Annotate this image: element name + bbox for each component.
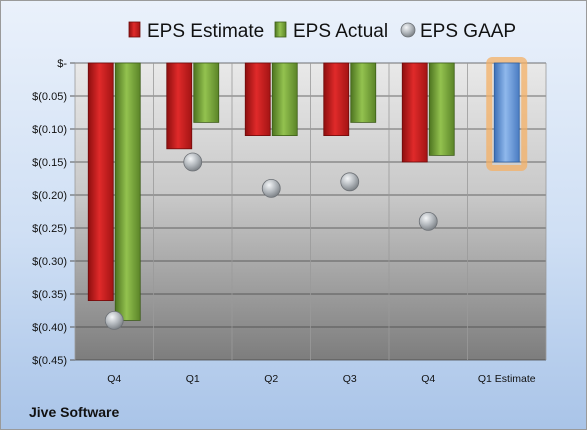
legend-eps-gaap-swatch [400,22,416,38]
legend-eps-gaap-label: EPS GAAP [420,21,516,42]
x-tick-label: Q1 [186,373,200,385]
eps-gaap-marker [418,211,438,231]
x-tick-label: Q1 Estimate [478,373,536,385]
eps-forecast-bar [493,62,520,163]
eps-estimate-bar [323,62,350,136]
eps-gaap-marker [104,310,124,330]
x-tick-label: Q2 [264,373,278,385]
legend-eps-actual-swatch [274,21,287,38]
y-tick-label: $(0.45) [32,355,67,367]
eps-actual-bar [114,62,141,321]
eps-estimate-bar [87,62,114,302]
eps-gaap-marker [183,152,203,172]
eps-actual-bar [428,62,455,156]
y-tick-label: $(0.40) [32,322,67,334]
eps-estimate-bar [401,62,428,163]
company-name: Jive Software [29,404,119,420]
eps-estimate-bar [166,62,193,150]
y-tick-label: $(0.05) [32,91,67,103]
eps-actual-bar [271,62,298,136]
estimate-highlight [486,57,528,171]
y-tick-label: $(0.30) [32,256,67,268]
y-tick-label: $(0.35) [32,289,67,301]
eps-actual-bar [193,62,220,123]
legend-eps-actual-label: EPS Actual [293,21,388,42]
eps-estimate-bar [244,62,271,136]
legend-eps-estimate-label: EPS Estimate [147,21,264,42]
y-tick-label: $(0.20) [32,190,67,202]
x-tick-label: Q3 [343,373,357,385]
y-tick-label: $- [57,58,67,70]
plot-area: $- $(0.05) $(0.10) $(0.15) $(0.20) $(0.25) $(0… [32,57,547,385]
eps-gaap-marker [340,172,360,192]
eps-actual-bar [350,62,377,123]
eps-gaap-marker [261,178,281,198]
y-tick-label: $(0.25) [32,223,67,235]
x-tick-label: Q4 [107,373,121,385]
legend: EPS Estimate EPS Actual EPS GAAP [128,21,516,42]
x-tick-label: Q4 [421,373,435,385]
y-tick-label: $(0.15) [32,157,67,169]
y-tick-label: $(0.10) [32,124,67,136]
legend-eps-estimate-swatch [128,21,141,38]
